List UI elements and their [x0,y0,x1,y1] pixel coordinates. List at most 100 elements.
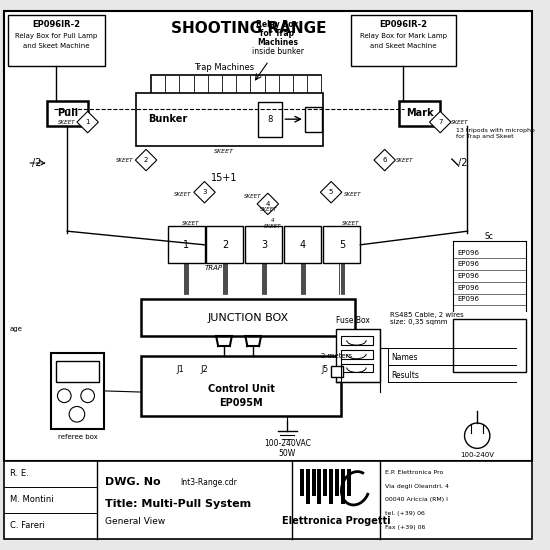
Text: 4
SKEET: 4 SKEET [264,218,282,229]
Text: 00040 Ariccia (RM) I: 00040 Ariccia (RM) I [384,497,448,503]
Polygon shape [321,182,342,203]
Text: J1: J1 [177,365,184,374]
Bar [250,75,265,95]
Text: J2: J2 [201,365,208,374]
Bar [293,75,307,95]
Bar [56,361,100,382]
Text: SKEET: SKEET [116,158,134,163]
Bar [341,337,373,345]
Text: SKEET: SKEET [244,194,261,199]
Polygon shape [77,112,98,133]
Bar [245,226,283,263]
Polygon shape [257,193,278,214]
Bar [341,469,345,504]
Text: Relay Box for Mark Lamp: Relay Box for Mark Lamp [360,34,447,40]
Bar [336,328,380,382]
Bar [136,93,323,146]
Text: and Skeet Machine: and Skeet Machine [23,43,90,49]
Bar [168,226,205,263]
Bar [300,469,304,496]
Text: /2: /2 [458,158,468,168]
Text: EP096: EP096 [458,273,480,279]
Text: 2: 2 [222,240,228,250]
Text: EP096: EP096 [458,296,480,303]
Text: EP096IR-2: EP096IR-2 [379,20,427,29]
Text: Fuse Box: Fuse Box [336,316,370,325]
Text: SKEET: SKEET [214,149,234,154]
Text: E.P. Elettronica Pro: E.P. Elettronica Pro [384,470,443,475]
Polygon shape [194,182,215,203]
Text: referee box: referee box [58,433,97,439]
Bar [279,75,293,95]
Bar [307,75,321,95]
Text: EP096: EP096 [458,285,480,290]
Text: SKEET: SKEET [397,158,414,163]
Text: Elettronica Progetti: Elettronica Progetti [282,516,390,526]
Bar [194,75,208,95]
Text: SKEET: SKEET [342,221,359,226]
Text: 5: 5 [339,240,345,250]
Bar [399,101,440,126]
Text: SKEET: SKEET [182,221,200,226]
Bar [284,226,321,263]
Text: Trap Machines: Trap Machines [194,63,254,72]
Bar [341,364,373,372]
Text: SKEET: SKEET [344,191,361,197]
Text: SKEET: SKEET [260,207,278,212]
Bar [222,75,236,95]
Text: 5: 5 [329,189,333,195]
Text: 100-240V: 100-240V [460,452,494,458]
Text: 100-240VAC
50W: 100-240VAC 50W [264,439,311,458]
Text: Mark: Mark [406,108,433,118]
Text: Int3-Range.cdr: Int3-Range.cdr [180,478,237,487]
Text: General View: General View [105,517,166,526]
Bar [317,469,321,504]
Text: EP095M: EP095M [219,398,263,408]
Text: 4: 4 [266,201,270,207]
Text: 1: 1 [85,119,90,125]
Bar [206,226,244,263]
Text: Relay Box: Relay Box [256,20,299,29]
Text: 6: 6 [382,157,387,163]
Text: SHOOTING RANGE: SHOOTING RANGE [170,21,326,36]
Text: TRAP: TRAP [205,265,223,271]
Bar [341,350,373,359]
Text: SKEET: SKEET [174,191,192,197]
Text: SKEET: SKEET [58,119,76,125]
Bar [335,469,339,496]
Text: 3: 3 [202,189,207,195]
Text: Title: Multi-Pull System: Title: Multi-Pull System [105,499,251,509]
Text: Relay Box for Pull Lamp: Relay Box for Pull Lamp [15,34,97,40]
Text: EP096IR-2: EP096IR-2 [32,20,80,29]
Text: 8: 8 [267,115,272,124]
Bar [258,102,283,137]
Bar [305,107,322,132]
Text: EP096: EP096 [458,250,480,256]
Text: and Skeet Machine: and Skeet Machine [370,43,437,49]
Text: SKEET: SKEET [451,119,469,125]
Bar [350,15,456,65]
Bar [151,75,321,95]
Text: Results: Results [392,371,420,380]
Text: inside bunker: inside bunker [251,47,304,56]
Bar [4,461,532,539]
Text: J5: J5 [321,365,328,374]
Text: 4: 4 [300,240,306,250]
Text: Machines: Machines [257,38,298,47]
Bar [141,299,355,337]
Text: Fax (+39) 06: Fax (+39) 06 [384,525,425,530]
Bar [141,356,341,416]
Text: Pull: Pull [57,108,78,118]
Bar [151,75,165,95]
Bar [208,75,222,95]
Text: RS485 Cable, 2 wires
size: 0,35 sqmm: RS485 Cable, 2 wires size: 0,35 sqmm [389,312,463,326]
Text: C. Fareri: C. Fareri [10,521,45,530]
Bar [312,469,316,496]
Polygon shape [374,150,395,171]
Text: 15+1: 15+1 [211,173,237,183]
Bar [47,101,87,126]
Bar [329,469,333,504]
Text: EP096: EP096 [458,261,480,267]
Bar [331,366,343,377]
Text: 7: 7 [438,119,442,125]
